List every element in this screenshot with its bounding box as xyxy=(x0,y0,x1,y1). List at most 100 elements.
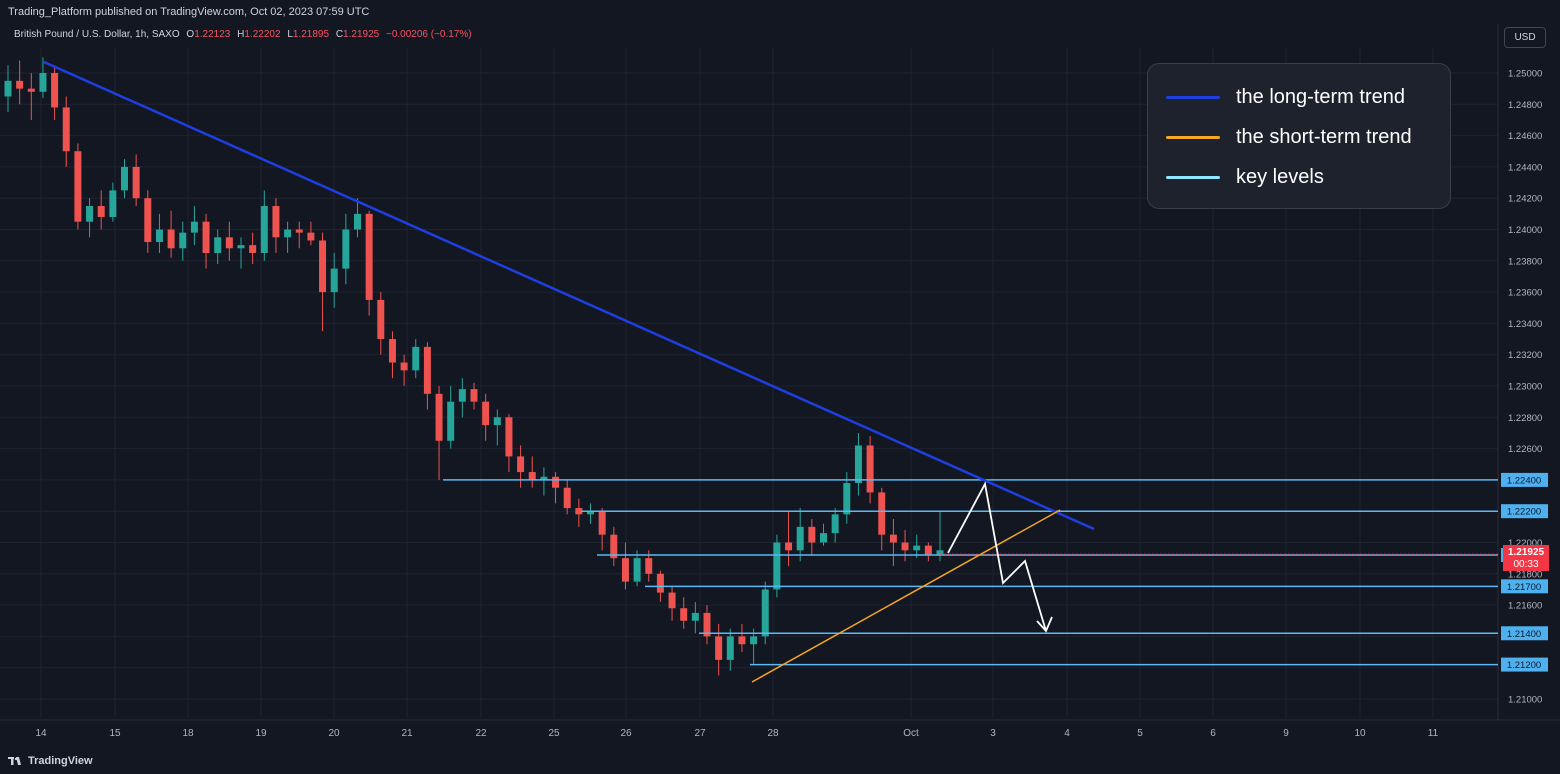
candle-body xyxy=(27,88,35,92)
candle-body xyxy=(307,232,315,241)
time-tick-label: 20 xyxy=(328,728,340,739)
candle-body xyxy=(889,534,897,543)
branding-bar: TradingView xyxy=(0,748,1560,774)
candle-body xyxy=(167,229,175,249)
time-tick-label: 28 xyxy=(767,728,779,739)
current-price-countdown: 00:33 xyxy=(1513,559,1538,570)
key-level-tag-label: 1.21700 xyxy=(1507,582,1541,593)
candle-body xyxy=(86,206,94,222)
candle-body xyxy=(447,401,455,441)
candle-body xyxy=(109,190,117,217)
candle-body xyxy=(249,245,257,253)
candle-body xyxy=(761,589,769,637)
price-tick-label: 1.22600 xyxy=(1508,444,1542,455)
key-level-tag-bg xyxy=(1501,579,1548,594)
currency-button[interactable]: USD xyxy=(1504,27,1546,48)
change-value: −0.00206 (−0.17%) xyxy=(385,29,472,40)
open-label: O xyxy=(186,29,195,40)
key-level-tag-bg xyxy=(1501,626,1548,641)
candle-body xyxy=(878,492,886,535)
legend-item-key-levels: key levels xyxy=(1166,166,1324,189)
legend-label: the long-term trend xyxy=(1236,86,1405,108)
candle-body xyxy=(190,221,198,233)
price-tick-label: 1.25000 xyxy=(1508,69,1542,80)
candle-body xyxy=(16,80,24,89)
candle-body xyxy=(482,401,490,426)
time-tick-label: 14 xyxy=(35,728,47,739)
open-value: 1.22123 xyxy=(194,29,231,40)
time-tick-label: 5 xyxy=(1137,728,1143,739)
price-tick-label: 1.24200 xyxy=(1508,194,1542,205)
candle-body xyxy=(610,534,618,559)
candle-body xyxy=(528,472,536,480)
candle-body xyxy=(319,240,327,293)
candle-body xyxy=(284,229,292,238)
candle-body xyxy=(423,346,431,394)
legend-item-long-term: the long-term trend xyxy=(1166,86,1405,109)
price-tick-label: 1.22000 xyxy=(1508,538,1542,549)
candle-body xyxy=(132,166,140,199)
time-tick-label: 21 xyxy=(401,728,413,739)
high-value: 1.22202 xyxy=(244,29,281,40)
candle-body xyxy=(785,542,793,551)
candle-body xyxy=(179,232,187,249)
candle-body xyxy=(924,545,932,556)
key-level-tag-bg xyxy=(1501,657,1548,672)
candle-body xyxy=(354,213,361,230)
candle-body xyxy=(773,542,781,590)
time-tick-label: 10 xyxy=(1354,728,1366,739)
price-tick-label: 1.23800 xyxy=(1508,256,1542,267)
current-price-value: 1.21925 xyxy=(1508,547,1545,558)
candle-body xyxy=(493,417,501,426)
time-tick-label: 25 xyxy=(548,728,560,739)
candle-body xyxy=(225,237,233,249)
price-tick-label: 1.21000 xyxy=(1508,695,1542,706)
price-tick-label: 1.23600 xyxy=(1508,288,1542,299)
candle-body xyxy=(645,558,653,574)
candle-body xyxy=(470,389,478,402)
time-tick-label: 11 xyxy=(1428,728,1439,739)
candle-body xyxy=(691,612,699,621)
candle-body xyxy=(517,456,525,473)
key-level-lines xyxy=(443,479,1498,666)
time-tick-label: 27 xyxy=(694,728,706,739)
candle-body xyxy=(155,229,163,243)
candle-body xyxy=(668,592,676,609)
price-tick-label: 1.23400 xyxy=(1508,319,1542,330)
candle-body xyxy=(505,417,513,457)
price-tick-label: 1.23000 xyxy=(1508,382,1542,393)
legend-label: key levels xyxy=(1236,166,1324,188)
tradingview-logo-icon xyxy=(8,757,21,765)
price-tick-label: 1.21800 xyxy=(1508,569,1542,580)
candle-body xyxy=(703,612,711,637)
projection-arrowhead-icon xyxy=(1036,616,1053,633)
time-tick-label: 18 xyxy=(182,728,194,739)
candle-body xyxy=(458,389,466,402)
time-tick-label: 19 xyxy=(255,728,267,739)
price-tick-label: 1.24000 xyxy=(1508,225,1542,236)
candle-body xyxy=(144,198,152,243)
candle-body xyxy=(680,608,688,621)
time-tick-label: 15 xyxy=(109,728,121,739)
candle-body xyxy=(843,483,851,515)
candle-body xyxy=(39,73,47,92)
chart-legend: the long-term trend the short-term trend… xyxy=(1147,63,1451,209)
candle-body xyxy=(808,526,816,543)
symbol-name[interactable]: British Pound / U.S. Dollar, 1h, SAXO xyxy=(14,29,180,40)
candle-body xyxy=(388,339,396,363)
candle-body xyxy=(598,511,606,535)
candle-body xyxy=(412,346,420,371)
candle-body xyxy=(831,514,839,534)
branding-text[interactable]: TradingView xyxy=(28,755,93,767)
candle-body xyxy=(866,445,874,493)
candle-body xyxy=(342,229,350,269)
candle-body xyxy=(237,245,245,249)
candle-body xyxy=(913,545,921,551)
candle-body xyxy=(820,533,827,543)
candlestick-series xyxy=(4,57,944,676)
time-tick-label: 26 xyxy=(620,728,632,739)
candle-body xyxy=(97,206,105,217)
candle-body xyxy=(202,221,210,253)
current-price-tag: 1.21925 00:33 xyxy=(1503,545,1549,571)
candle-body xyxy=(715,636,723,660)
